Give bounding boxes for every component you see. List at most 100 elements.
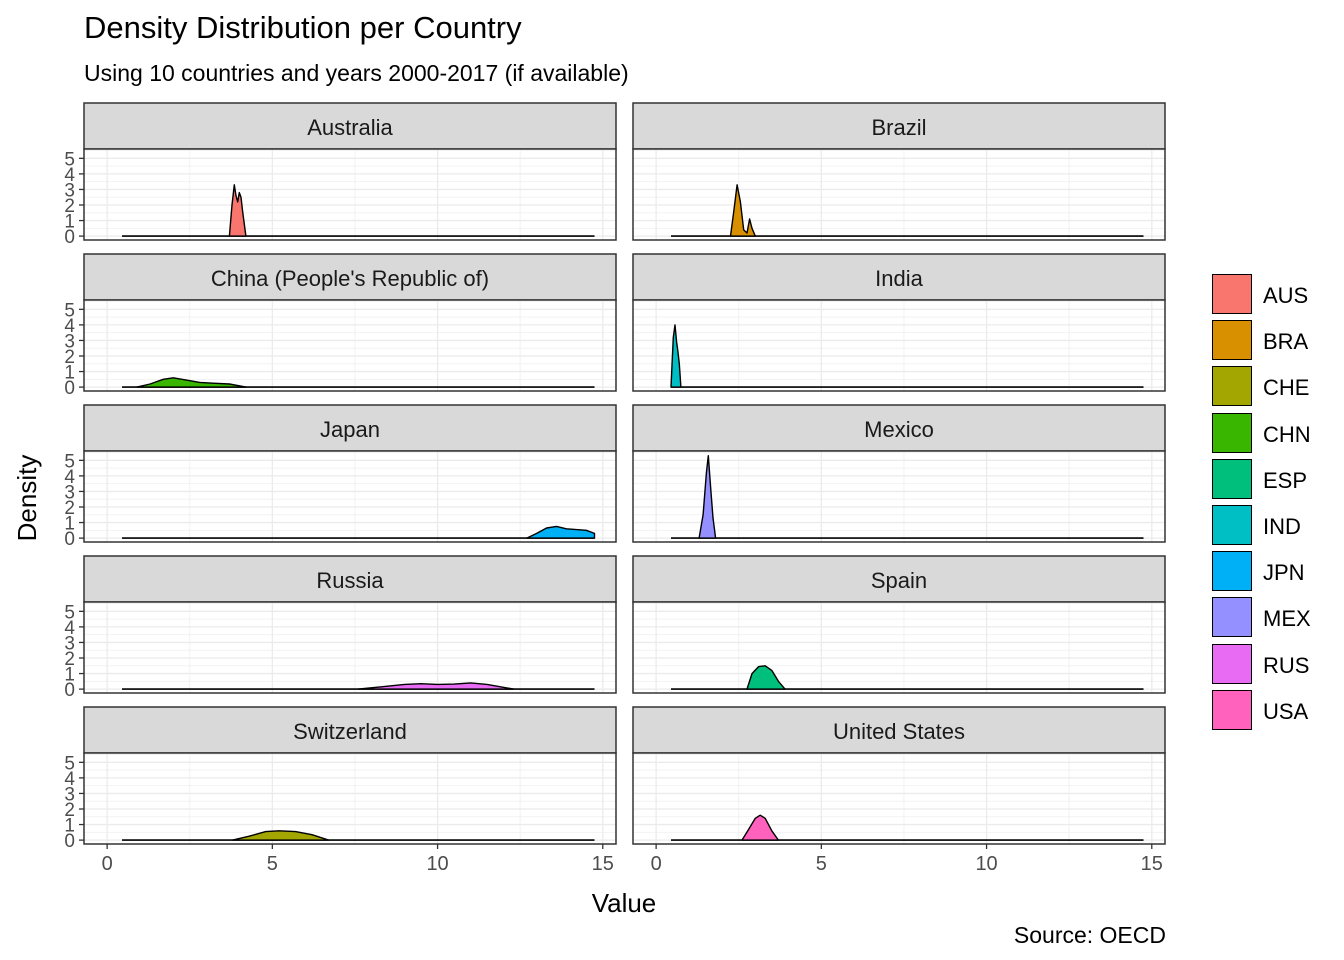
y-tick-label: 2 bbox=[64, 649, 75, 670]
legend-key-swatch bbox=[1212, 643, 1252, 684]
y-tick-label: 0 bbox=[64, 529, 75, 550]
chart-subtitle: Using 10 countries and years 2000-2017 (… bbox=[84, 60, 629, 86]
facet-panel: Japan bbox=[83, 404, 617, 543]
facet-strip-label: United States bbox=[833, 719, 965, 744]
density-area-mex bbox=[698, 455, 717, 539]
y-tick-label: 4 bbox=[64, 316, 75, 337]
y-tick-label: 3 bbox=[64, 482, 75, 503]
grid-lines bbox=[84, 300, 616, 391]
legend-key-swatch bbox=[1212, 551, 1252, 592]
facet-strip-label: Switzerland bbox=[293, 719, 407, 744]
legend-key-swatch bbox=[1212, 366, 1252, 407]
facet-panel: China (People's Republic of) bbox=[83, 253, 617, 392]
y-tick-label: 0 bbox=[64, 378, 75, 399]
x-tick-label: 0 bbox=[651, 853, 662, 875]
legend-label: MEX bbox=[1263, 606, 1311, 632]
facet-strip bbox=[83, 404, 617, 452]
y-tick-label: 5 bbox=[64, 300, 75, 321]
facet-strip bbox=[83, 253, 617, 301]
legend-key-swatch bbox=[1212, 320, 1252, 361]
facet-panel: India bbox=[632, 253, 1166, 392]
y-tick-label: 1 bbox=[64, 212, 75, 233]
y-axis-title: Density bbox=[12, 455, 42, 542]
legend-label: ESP bbox=[1263, 467, 1308, 493]
panel-border bbox=[632, 450, 1166, 543]
density-area-esp bbox=[746, 665, 786, 690]
plot-background bbox=[633, 753, 1165, 844]
facet-panel: Spain bbox=[632, 555, 1166, 694]
density-area-che bbox=[232, 830, 330, 841]
legend-key-swatch bbox=[1212, 504, 1252, 545]
y-tick-label: 5 bbox=[64, 753, 75, 774]
plot-background bbox=[633, 149, 1165, 240]
panel-border bbox=[83, 450, 617, 543]
density-area-chn bbox=[136, 377, 247, 388]
x-tick-label: 5 bbox=[816, 853, 827, 875]
x-tick-label: 15 bbox=[1141, 853, 1163, 875]
facet-strip-label: Mexico bbox=[864, 417, 934, 442]
facet-panel: Brazil bbox=[632, 102, 1166, 241]
facet-strip bbox=[632, 706, 1166, 754]
facet-strip-label: Spain bbox=[871, 568, 927, 593]
plot-background bbox=[633, 300, 1165, 391]
y-tick-label: 3 bbox=[64, 331, 75, 352]
facet-panel: United States bbox=[632, 706, 1166, 845]
panel-border bbox=[83, 299, 617, 392]
y-tick-label: 4 bbox=[64, 165, 75, 186]
x-tick-label: 10 bbox=[975, 853, 997, 875]
panel-border bbox=[83, 752, 617, 845]
legend-label: USA bbox=[1263, 698, 1309, 724]
facet-strip-label: Brazil bbox=[871, 115, 926, 140]
facet-strip bbox=[83, 706, 617, 754]
density-area-ind bbox=[670, 324, 682, 388]
facet-strip bbox=[632, 253, 1166, 301]
y-tick-label: 5 bbox=[64, 451, 75, 472]
legend-key-swatch bbox=[1212, 274, 1252, 314]
density-area-usa bbox=[741, 814, 780, 841]
facet-strip bbox=[632, 102, 1166, 150]
facet-strip-label: Russia bbox=[316, 568, 384, 593]
facet-panel: Australia bbox=[83, 102, 617, 241]
y-tick-label: 0 bbox=[64, 680, 75, 701]
legend-label: RUS bbox=[1263, 652, 1310, 678]
facet-panel: Russia bbox=[83, 555, 617, 694]
density-area-jpn bbox=[526, 525, 596, 539]
x-tick-label: 15 bbox=[592, 853, 614, 875]
legend-label: CHE bbox=[1263, 375, 1310, 401]
legend-key-swatch bbox=[1212, 597, 1252, 638]
y-tick-label: 2 bbox=[64, 196, 75, 217]
legend-label: JPN bbox=[1263, 560, 1305, 586]
y-tick-label: 5 bbox=[64, 149, 75, 170]
plot-background bbox=[633, 602, 1165, 693]
facet-strip-label: Japan bbox=[320, 417, 380, 442]
y-tick-label: 3 bbox=[64, 784, 75, 805]
facet-strip-label: China (People's Republic of) bbox=[211, 266, 489, 291]
legend-label: BRA bbox=[1263, 329, 1309, 355]
legend-key-swatch bbox=[1212, 689, 1252, 730]
facet-panel: Switzerland bbox=[83, 706, 617, 845]
legend-key-swatch bbox=[1212, 412, 1252, 453]
density-area-rus bbox=[357, 682, 515, 690]
chart-title: Density Distribution per Country bbox=[84, 10, 522, 45]
facet-strip bbox=[632, 404, 1166, 452]
panel-border bbox=[83, 148, 617, 241]
plot-background bbox=[84, 451, 616, 542]
panels-layer: Australia Brazil China (People's Republic … bbox=[83, 102, 1166, 845]
y-tick-label: 3 bbox=[64, 180, 75, 201]
legend-key-swatch bbox=[1212, 458, 1252, 499]
y-tick-label: 4 bbox=[64, 467, 75, 488]
y-tick-label: 5 bbox=[64, 602, 75, 623]
facet-strip-label: India bbox=[875, 266, 923, 291]
density-area-aus bbox=[228, 184, 247, 237]
y-tick-label: 1 bbox=[64, 514, 75, 535]
panel-border bbox=[83, 601, 617, 694]
legend-label: CHN bbox=[1263, 421, 1311, 447]
y-tick-label: 1 bbox=[64, 665, 75, 686]
panel-border bbox=[632, 148, 1166, 241]
x-axis-title: Value bbox=[592, 888, 657, 918]
panel-border bbox=[632, 299, 1166, 392]
plot-background bbox=[84, 149, 616, 240]
y-tick-label: 2 bbox=[64, 498, 75, 519]
y-tick-label: 1 bbox=[64, 816, 75, 837]
grid-lines bbox=[633, 451, 1165, 542]
